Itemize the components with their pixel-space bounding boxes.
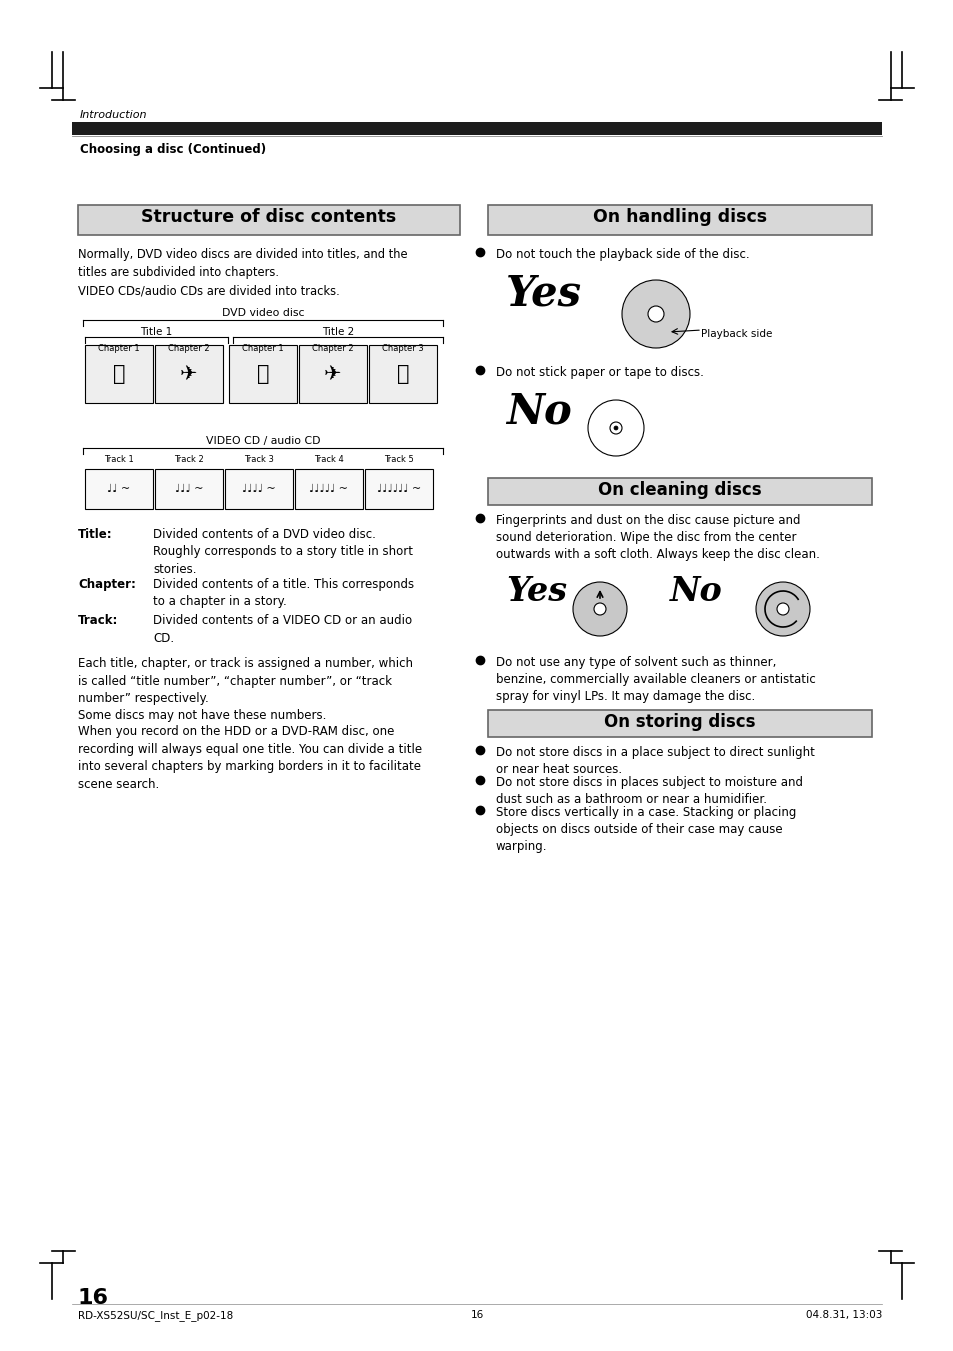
Bar [369,345,436,403]
Text: No: No [669,576,722,608]
Text: 🚗: 🚗 [396,363,409,384]
Text: ♩♩♩♩♩ ~: ♩♩♩♩♩ ~ [309,484,348,494]
Bar [488,711,871,738]
Bar [71,122,882,135]
Text: Title 2: Title 2 [321,327,354,336]
Text: Each title, chapter, or track is assigned a number, which
is called “title numbe: Each title, chapter, or track is assigne… [78,657,413,723]
Text: Chapter 3: Chapter 3 [382,345,423,353]
Text: 🚢: 🚢 [256,363,269,384]
Text: Do not touch the playback side of the disc.: Do not touch the playback side of the di… [496,249,749,261]
Text: 16: 16 [470,1310,483,1320]
Text: ✈️: ✈️ [180,363,197,384]
Text: 🌸: 🌸 [112,363,125,384]
Text: Do not store discs in a place subject to direct sunlight
or near heat sources.: Do not store discs in a place subject to… [496,746,814,775]
Circle shape [647,305,663,322]
Text: Divided contents of a DVD video disc.
Roughly corresponds to a story title in sh: Divided contents of a DVD video disc. Ro… [152,528,413,576]
Text: Structure of disc contents: Structure of disc contents [141,208,396,226]
Bar [488,478,871,505]
Text: Track 2: Track 2 [174,455,204,463]
Text: Normally, DVD video discs are divided into titles, and the
titles are subdivided: Normally, DVD video discs are divided in… [78,249,407,297]
Text: Chapter 2: Chapter 2 [168,345,210,353]
Text: Divided contents of a VIDEO CD or an audio
CD.: Divided contents of a VIDEO CD or an aud… [152,613,412,644]
Text: Title 1: Title 1 [140,327,172,336]
Bar [154,345,223,403]
Bar [488,205,871,235]
Text: Yes: Yes [505,273,581,315]
Text: Title:: Title: [78,528,112,540]
Text: On handling discs: On handling discs [593,208,766,226]
Text: On cleaning discs: On cleaning discs [598,481,761,499]
Text: Divided contents of a title. This corresponds
to a chapter in a story.: Divided contents of a title. This corres… [152,578,414,608]
Text: VIDEO CD / audio CD: VIDEO CD / audio CD [206,436,320,446]
Bar [154,469,223,509]
Text: Track 5: Track 5 [384,455,414,463]
Circle shape [594,603,605,615]
Text: 16: 16 [78,1288,109,1308]
Bar [298,345,367,403]
Text: Fingerprints and dust on the disc cause picture and
sound deterioration. Wipe th: Fingerprints and dust on the disc cause … [496,513,819,561]
Bar [225,469,293,509]
Bar [78,205,459,235]
Bar [229,345,296,403]
Text: ♩♩♩♩♩♩ ~: ♩♩♩♩♩♩ ~ [376,484,420,494]
Text: Introduction: Introduction [80,109,148,120]
Circle shape [573,582,626,636]
Text: 04.8.31, 13:03: 04.8.31, 13:03 [804,1310,882,1320]
Text: Do not use any type of solvent such as thinner,
benzine, commercially available : Do not use any type of solvent such as t… [496,657,815,703]
Circle shape [755,582,809,636]
Text: DVD video disc: DVD video disc [221,308,304,317]
Text: Track:: Track: [78,613,118,627]
Text: ♩♩♩ ~: ♩♩♩ ~ [174,484,203,494]
Bar [294,469,363,509]
Text: Playback side: Playback side [700,330,772,339]
Bar [85,469,152,509]
Text: Track 3: Track 3 [244,455,274,463]
Circle shape [776,603,788,615]
Circle shape [609,422,621,434]
Bar [365,469,433,509]
Text: When you record on the HDD or a DVD-RAM disc, one
recording will always equal on: When you record on the HDD or a DVD-RAM … [78,725,421,790]
Text: Do not store discs in places subject to moisture and
dust such as a bathroom or : Do not store discs in places subject to … [496,775,802,807]
Text: Choosing a disc (Continued): Choosing a disc (Continued) [80,143,266,155]
Text: Track 1: Track 1 [104,455,133,463]
Text: Store discs vertically in a case. Stacking or placing
objects on discs outside o: Store discs vertically in a case. Stacki… [496,807,796,852]
Circle shape [587,400,643,457]
Text: ♩♩ ~: ♩♩ ~ [108,484,131,494]
Text: ✈️: ✈️ [324,363,341,384]
Circle shape [621,280,689,349]
Text: No: No [505,390,571,434]
Text: Chapter 2: Chapter 2 [312,345,354,353]
Text: Chapter 1: Chapter 1 [98,345,140,353]
Text: Track 4: Track 4 [314,455,343,463]
Text: Chapter 1: Chapter 1 [242,345,283,353]
Text: RD-XS52SU/SC_Inst_E_p02-18: RD-XS52SU/SC_Inst_E_p02-18 [78,1310,233,1321]
Text: Do not stick paper or tape to discs.: Do not stick paper or tape to discs. [496,366,703,380]
Bar [85,345,152,403]
Text: On storing discs: On storing discs [603,713,755,731]
Circle shape [614,426,618,430]
Text: ♩♩♩♩ ~: ♩♩♩♩ ~ [242,484,275,494]
Text: Yes: Yes [505,576,566,608]
Text: Chapter:: Chapter: [78,578,135,590]
